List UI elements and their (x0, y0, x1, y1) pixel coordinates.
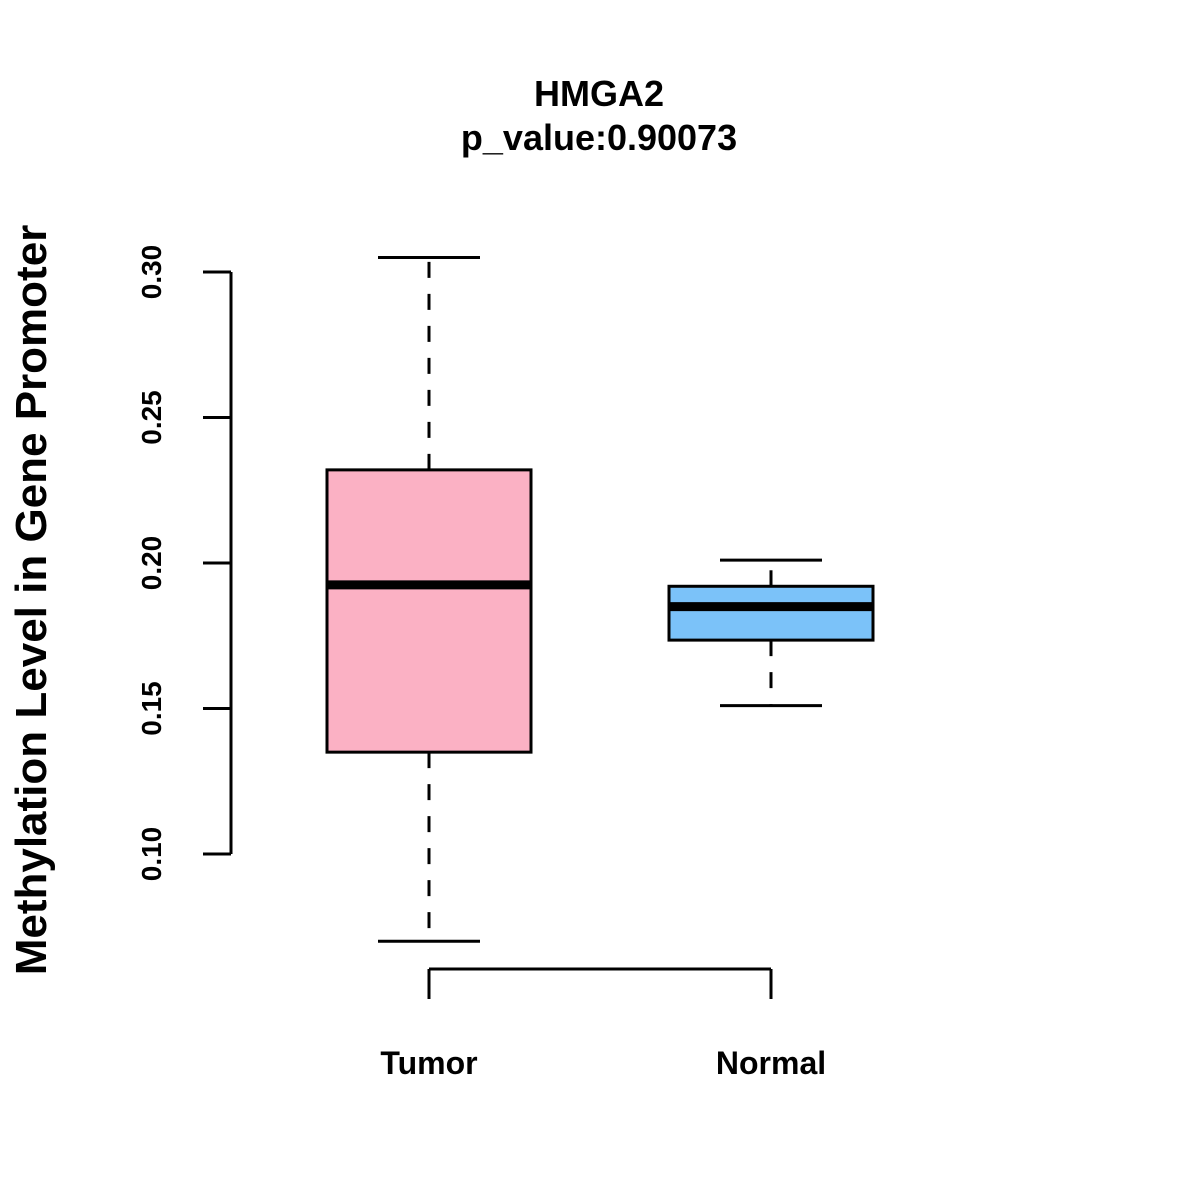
y-tick-label: 0.10 (136, 827, 167, 882)
x-tick-label-normal: Normal (716, 1045, 826, 1081)
y-tick-label: 0.25 (136, 390, 167, 445)
iqr-box (667, 584, 875, 642)
chart-title: HMGA2 (534, 73, 664, 114)
y-tick-label: 0.20 (136, 536, 167, 591)
x-axis: Tumor Normal (380, 967, 826, 1081)
iqr-box (325, 468, 533, 754)
y-tick-label: 0.30 (136, 245, 167, 300)
x-tick-label-tumor: Tumor (380, 1045, 477, 1081)
y-axis-label: Methylation Level in Gene Promoter (7, 225, 56, 976)
chart-subtitle: p_value:0.90073 (461, 117, 737, 158)
boxes-layer (325, 255, 875, 943)
box-tumor (325, 255, 533, 943)
y-tick-label: 0.15 (136, 681, 167, 736)
y-axis: 0.10 0.15 0.20 0.25 0.30 (136, 245, 233, 882)
box-normal (667, 558, 875, 708)
